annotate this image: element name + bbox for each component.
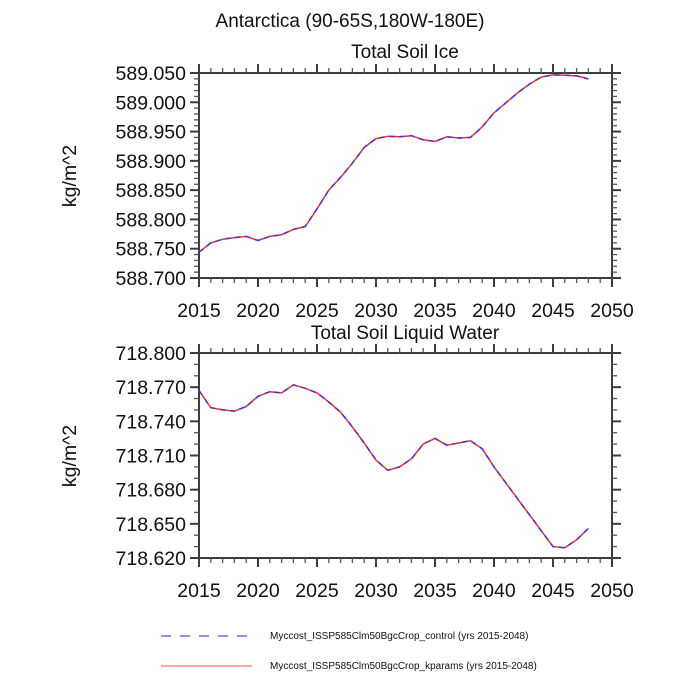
y-tick-label: 718.770 — [116, 377, 187, 399]
legend-label-kparams: Myccost_ISSP585Clm50BgcCrop_kparams (yrs… — [270, 660, 537, 672]
legend-label-control: Myccost_ISSP585Clm50BgcCrop_control (yrs… — [270, 630, 529, 642]
y-tick-label: 588.950 — [116, 122, 187, 144]
main-title: Antarctica (90-65S,180W-180E) — [215, 11, 485, 32]
chart1-y-axis-label: kg/m^2 — [59, 145, 81, 207]
series-line-control — [198, 74, 589, 253]
x-tick-label: 2025 — [295, 300, 339, 322]
series-line-kparams — [198, 384, 589, 549]
x-tick-label: 2030 — [354, 580, 398, 602]
legend-entry-kparams: Myccost_ISSP585Clm50BgcCrop_kparams (yrs… — [160, 660, 537, 672]
legend-solid-line-icon — [161, 665, 252, 667]
series-line-control — [198, 384, 589, 549]
y-tick-label: 718.680 — [116, 480, 187, 502]
axis-ticks — [190, 344, 621, 567]
axis-tick-labels: 2015 2020 2025 2030 2035 2040 2045 2050 718.800 7… — [116, 343, 634, 602]
x-tick-label: 2035 — [413, 580, 457, 602]
y-tick-label: 718.620 — [116, 548, 187, 570]
y-tick-label: 718.800 — [116, 343, 187, 365]
y-tick-label: 718.710 — [116, 446, 187, 468]
chart1-total-soil-ice: 2015 2020 2025 2030 2035 2040 2045 2050 589.050 5… — [116, 63, 634, 322]
series-line-kparams — [198, 74, 589, 253]
plot-frame — [198, 72, 613, 279]
y-tick-label: 718.740 — [116, 411, 187, 433]
chart2-total-soil-liquid-water: 2015 2020 2025 2030 2035 2040 2045 2050 718.800 7… — [116, 343, 634, 602]
y-tick-label: 588.750 — [116, 239, 187, 261]
x-tick-label: 2035 — [413, 300, 457, 322]
x-tick-label: 2050 — [590, 580, 634, 602]
x-tick-label: 2015 — [177, 580, 221, 602]
y-tick-label: 588.800 — [116, 209, 187, 231]
y-tick-label: 588.900 — [116, 151, 187, 173]
y-tick-label: 588.850 — [116, 180, 187, 202]
legend-dashed-line-icon — [161, 635, 252, 637]
x-tick-label: 2020 — [236, 580, 280, 602]
x-tick-label: 2040 — [472, 580, 516, 602]
axis-minor-ticks — [194, 348, 617, 563]
x-tick-label: 2015 — [177, 300, 221, 322]
x-tick-label: 2050 — [590, 300, 634, 322]
chart2-y-axis-label: kg/m^2 — [59, 425, 81, 487]
x-tick-label: 2045 — [531, 580, 575, 602]
legend-entry-control: Myccost_ISSP585Clm50BgcCrop_control (yrs… — [160, 630, 528, 642]
x-tick-label: 2045 — [531, 300, 575, 322]
x-tick-label: 2040 — [472, 300, 516, 322]
plot-frame — [198, 352, 613, 559]
chart2-title: Total Soil Liquid Water — [311, 323, 500, 344]
axis-tick-labels: 2015 2020 2025 2030 2035 2040 2045 2050 589.050 5… — [116, 63, 634, 322]
x-tick-label: 2020 — [236, 300, 280, 322]
chart1-title: Total Soil Ice — [351, 42, 459, 63]
axis-ticks — [190, 64, 621, 287]
y-tick-label: 589.000 — [116, 92, 187, 114]
x-tick-label: 2025 — [295, 580, 339, 602]
y-tick-label: 589.050 — [116, 63, 187, 85]
axis-minor-ticks — [194, 68, 617, 283]
x-tick-label: 2030 — [354, 300, 398, 322]
y-tick-label: 718.650 — [116, 514, 187, 536]
y-tick-label: 588.700 — [116, 268, 187, 290]
